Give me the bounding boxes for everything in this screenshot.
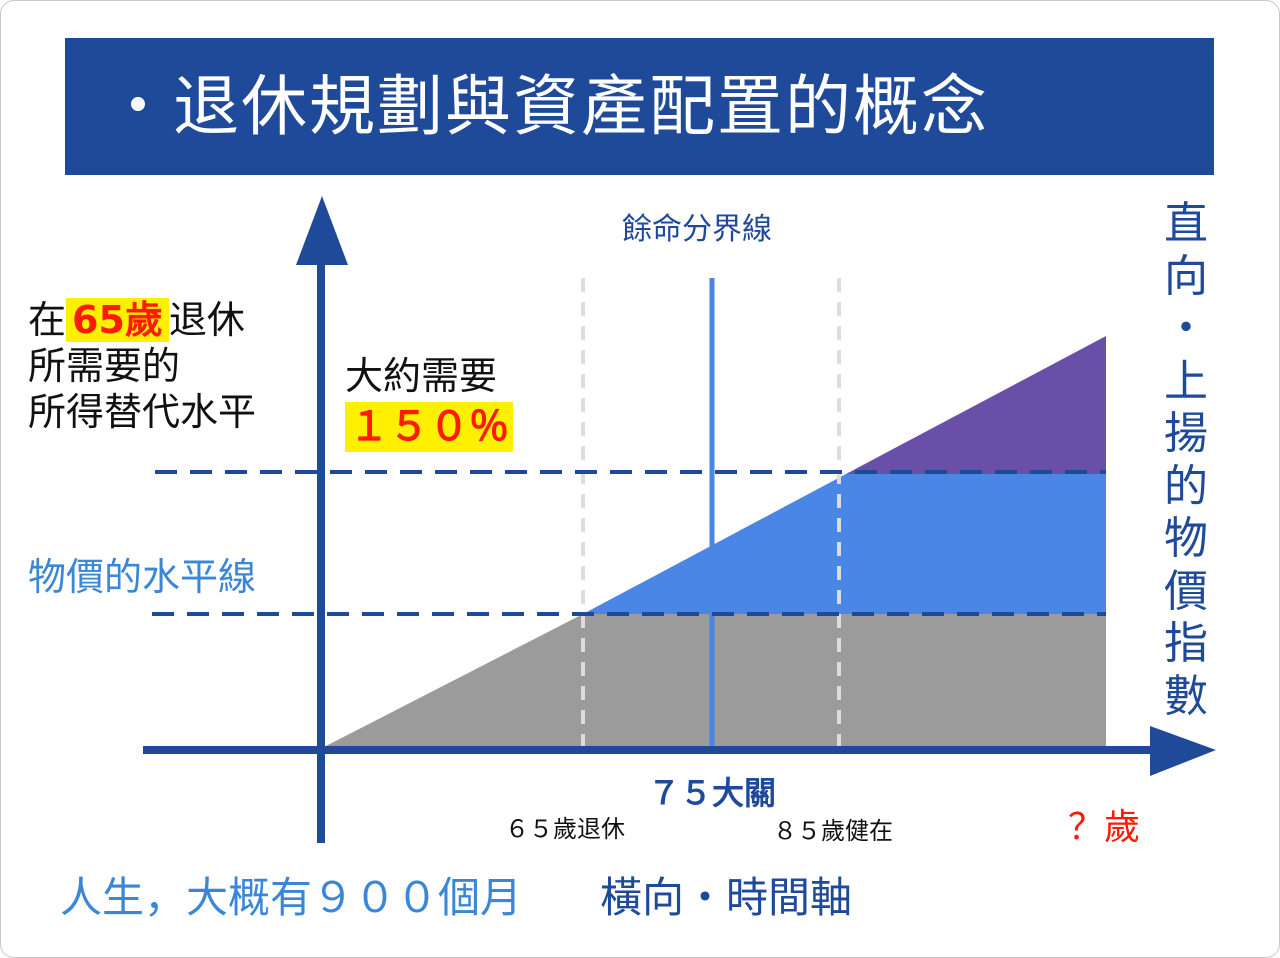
vertical-label-char: 揚 xyxy=(1164,408,1208,459)
line1-prefix: 在 xyxy=(28,298,67,342)
vertical-label-char: 上 xyxy=(1164,355,1208,407)
replacement-rate-label: 在 65歲 退休 所需要的 所得替代水平 xyxy=(28,297,256,435)
healthy-85-label: ８５歲健在 xyxy=(773,817,893,845)
vertical-label-char: 直 xyxy=(1164,198,1208,249)
unknown-age-label: ？歲 xyxy=(1068,807,1141,848)
vertical-label-char: 數 xyxy=(1164,670,1208,722)
replacement-rate-line3: 所得替代水平 xyxy=(28,390,257,434)
need-percent-highlight: １５０％ xyxy=(345,402,513,452)
vertical-label-char: ・ xyxy=(1164,303,1208,354)
title-banner xyxy=(65,38,1214,175)
x-axis-arrow xyxy=(1150,726,1216,776)
line1-suffix: 退休 xyxy=(168,298,245,342)
retirement-age-highlight: 65歲 xyxy=(66,298,169,342)
vertical-label-char: 向 xyxy=(1164,250,1208,302)
blue-area xyxy=(583,474,1106,614)
price-level-label: 物價的水平線 xyxy=(28,555,257,599)
vertical-label-char: 的 xyxy=(1164,460,1208,512)
milestone-75-label: ７５大關 xyxy=(648,774,777,812)
life-months-text: 人生，大概有９００個月 xyxy=(60,873,523,922)
slide-title: ・退休規劃與資產配置的概念 xyxy=(105,68,989,145)
retire-65-label: ６５歲退休 xyxy=(505,815,625,843)
purple-area xyxy=(846,336,1106,474)
need-label: 大約需要 xyxy=(345,354,498,398)
life-boundary-label: 餘命分界線 xyxy=(622,212,772,247)
horizontal-axis-text: 橫向・時間軸 xyxy=(600,873,853,922)
vertical-label-char: 價 xyxy=(1164,565,1208,617)
vertical-label-char: 指 xyxy=(1164,618,1208,669)
replacement-rate-line1: 在 65歲 退休 xyxy=(28,297,256,343)
y-axis-arrow xyxy=(296,196,348,265)
replacement-rate-line2: 所需要的 xyxy=(28,344,181,388)
vertical-axis-label: 直 向 ・ 上 揚 的 物 價 指 數 xyxy=(1160,198,1212,723)
vertical-label-char: 物 xyxy=(1164,513,1208,564)
